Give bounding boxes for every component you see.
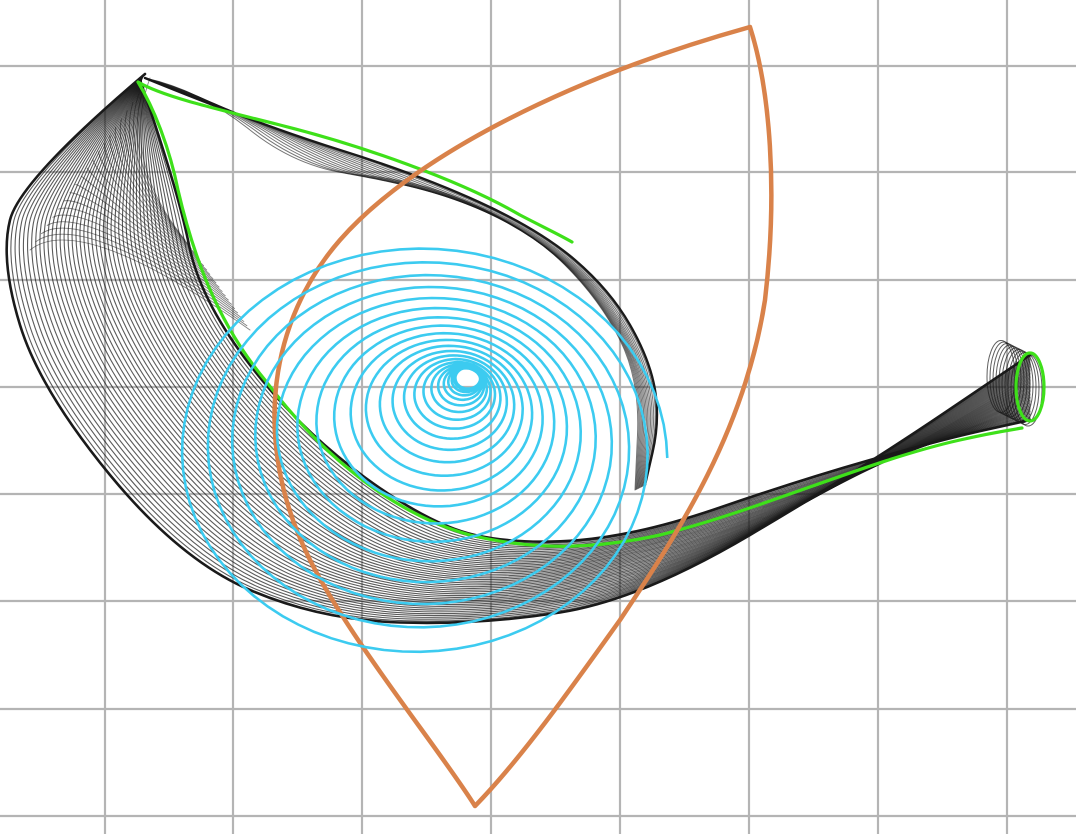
tube-mesh-line xyxy=(144,77,639,491)
tube-mesh-line xyxy=(86,167,220,288)
tube-mesh-line xyxy=(102,76,1031,581)
tube-mesh-line xyxy=(129,77,1031,568)
tube-mesh-line xyxy=(138,77,1031,563)
spiral-curve xyxy=(180,247,669,654)
tube-mesh-line xyxy=(5,72,1032,625)
tube-mesh-line xyxy=(135,77,1031,565)
tube-mesh-line xyxy=(140,77,186,241)
tube-mesh-line xyxy=(124,110,198,258)
tube-mesh-line xyxy=(144,77,640,491)
tube-outline xyxy=(136,80,1024,548)
tube-mesh-line xyxy=(98,151,214,280)
tube-mesh-line xyxy=(106,76,1031,579)
tube-mesh-line xyxy=(103,143,211,275)
tube-mesh-line xyxy=(69,192,229,301)
tube-mesh-line xyxy=(40,227,245,322)
tube-mesh-line xyxy=(986,340,1016,413)
tube-mesh-line xyxy=(35,233,248,327)
tube-mesh-line xyxy=(132,77,1031,567)
tube-mesh-line xyxy=(125,77,1031,570)
tube-mesh-line xyxy=(136,85,189,245)
teardrop-curve xyxy=(272,24,774,809)
tube-mesh-line xyxy=(114,126,205,267)
tube-mesh-line xyxy=(58,207,235,310)
tube-mesh-line xyxy=(140,78,1031,560)
tube-mesh-line xyxy=(128,102,195,254)
tube-mesh-line xyxy=(75,184,226,297)
tube-mesh-line xyxy=(46,221,242,318)
tube-mesh-line xyxy=(109,134,208,271)
tube-mesh-line xyxy=(110,76,1031,577)
tube-mesh-line xyxy=(63,200,232,305)
tube-mesh-line xyxy=(29,239,251,331)
tube-mesh-line xyxy=(119,118,201,262)
tube-mesh-line xyxy=(52,214,239,314)
tube-mesh-line xyxy=(114,76,1031,575)
tube-end-ring xyxy=(1014,351,1046,423)
tube-mesh-line xyxy=(121,77,1031,572)
spiral-path xyxy=(180,247,669,654)
tube-mesh-line xyxy=(133,93,192,250)
tube-mesh-line xyxy=(144,77,652,487)
tube-mesh-line xyxy=(92,159,217,284)
tube-mesh-line xyxy=(80,175,223,292)
tube-mesh-line xyxy=(98,76,1031,582)
